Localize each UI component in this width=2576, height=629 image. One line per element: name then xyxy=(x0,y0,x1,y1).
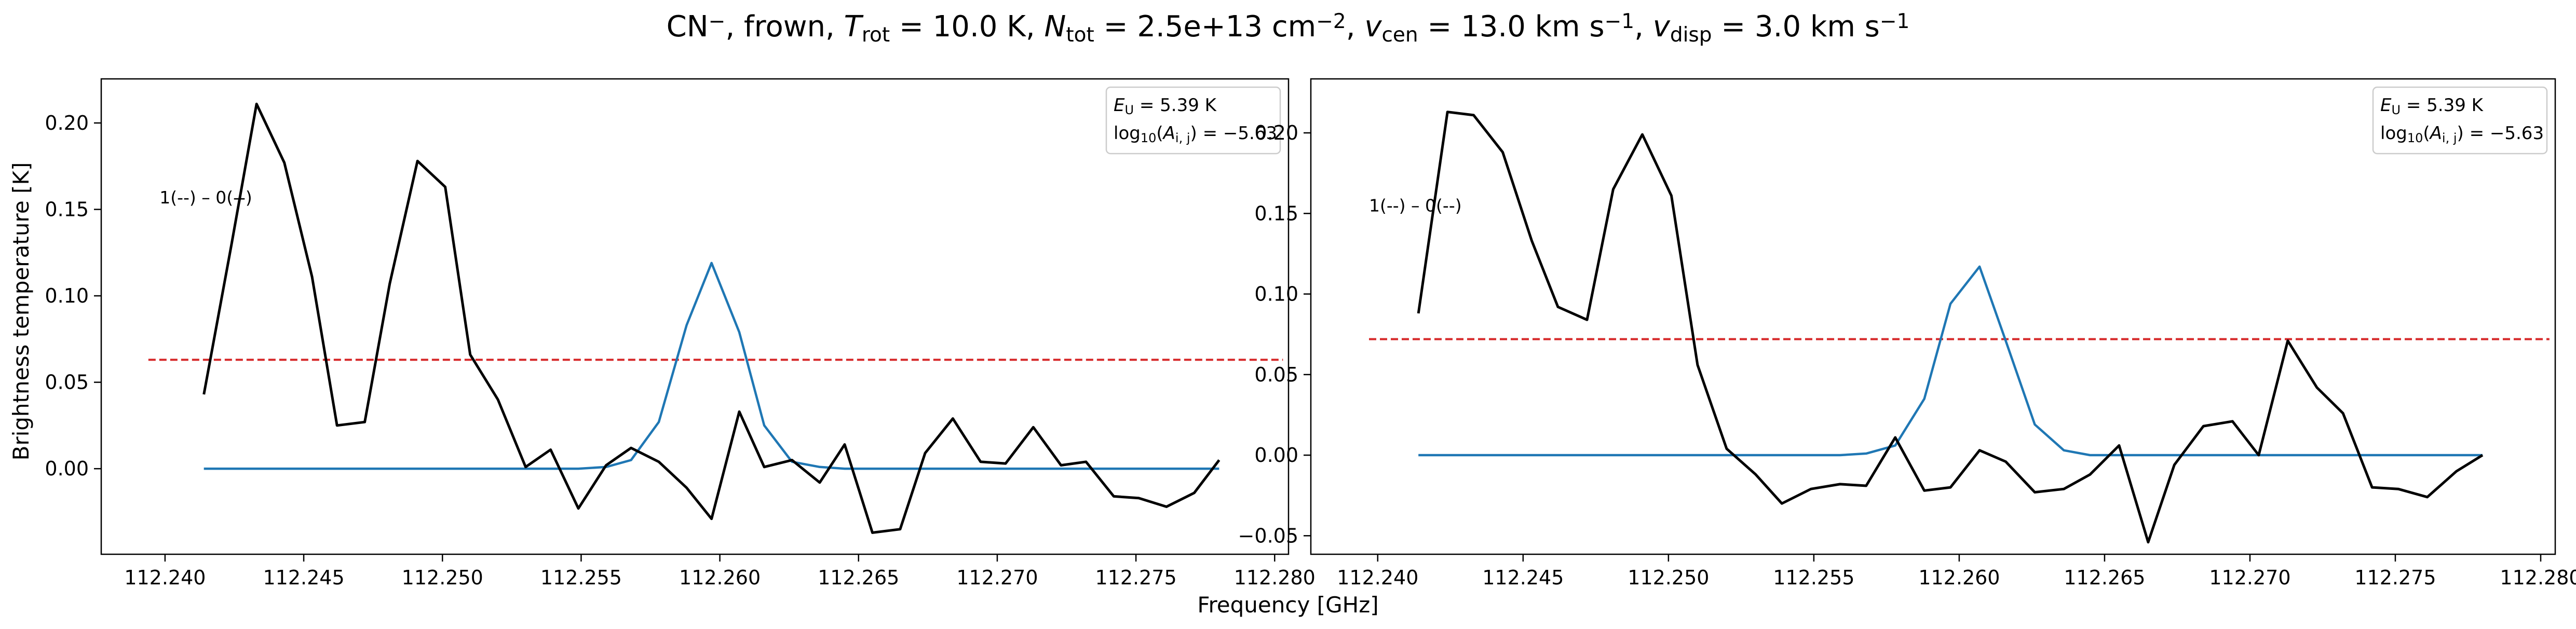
panels: 112.240 112.245 112.250 112.255 112.260 112.2… xyxy=(45,78,2576,589)
figure-title: CN−, frown, Trot = 10.0 K, Ntot = 2.5e+1… xyxy=(667,10,1910,47)
x-tick-label: 112.265 xyxy=(2064,566,2145,589)
y-tick-label: −0.05 xyxy=(1238,524,1298,547)
legend-box xyxy=(1105,86,1281,155)
panel-2: 112.240 112.245 112.250 112.255 112.260 112.2… xyxy=(1238,78,2576,589)
x-tick-label: 112.250 xyxy=(1628,566,1709,589)
observed-spectrum-line xyxy=(1417,111,2484,544)
x-tick-label: 112.280 xyxy=(1234,566,1316,589)
transition-label: 1(--) – 0(--) xyxy=(159,187,252,208)
y-tick-label: 0.05 xyxy=(45,371,89,394)
x-axis-label: Frequency [GHz] xyxy=(1197,592,1378,618)
x-tick-label: 112.255 xyxy=(1773,566,1854,589)
y-tick-label: 0.20 xyxy=(45,112,89,134)
y-tick-label: 0.05 xyxy=(1254,363,1298,386)
x-tick-label: 112.245 xyxy=(263,566,345,589)
legend-einstein-a: log10(Ai, j) = −5.63 xyxy=(2380,123,2544,145)
x-tick-label: 112.240 xyxy=(124,566,206,589)
x-tick-label: 112.280 xyxy=(2500,566,2576,589)
x-tick-label: 112.240 xyxy=(1337,566,1418,589)
legend-einstein-a: log10(Ai, j) = −5.63 xyxy=(1114,123,1277,145)
x-tick-label: 112.255 xyxy=(540,566,622,589)
y-tick-label: 0.00 xyxy=(1254,444,1298,467)
axes-frame xyxy=(100,78,1290,555)
x-tick-label: 112.275 xyxy=(2354,566,2436,589)
y-tick-label: 0.00 xyxy=(45,457,89,480)
x-tick-label: 112.270 xyxy=(2209,566,2290,589)
legend-box xyxy=(2372,86,2548,155)
y-tick-label: 0.10 xyxy=(1254,283,1298,306)
y-tick-label: 0.20 xyxy=(1254,121,1298,144)
panel-1: 112.240 112.245 112.250 112.255 112.260 112.2… xyxy=(45,78,1316,589)
legend-upper-energy: EU = 5.39 K xyxy=(1114,95,1217,117)
x-tick-label: 112.260 xyxy=(1918,566,2000,589)
transition-label: 1(--) – 0(--) xyxy=(1369,196,1462,216)
legend-upper-energy: EU = 5.39 K xyxy=(2380,95,2484,117)
y-tick-label: 0.15 xyxy=(45,198,89,221)
y-tick-label: 0.10 xyxy=(45,284,89,307)
x-tick-label: 112.250 xyxy=(402,566,483,589)
x-tick-label: 112.245 xyxy=(1482,566,1564,589)
observed-spectrum-line xyxy=(202,102,1221,534)
axes-frame xyxy=(1310,78,2556,555)
x-tick-label: 112.270 xyxy=(956,566,1038,589)
x-tick-label: 112.275 xyxy=(1095,566,1177,589)
x-tick-label: 112.260 xyxy=(679,566,761,589)
y-tick-label: 0.15 xyxy=(1254,202,1298,225)
x-tick-label: 112.265 xyxy=(818,566,899,589)
y-axis-label: Brightness temperature [K] xyxy=(8,162,34,461)
model-spectrum-line xyxy=(204,262,1219,470)
model-spectrum-line xyxy=(1418,265,2483,457)
